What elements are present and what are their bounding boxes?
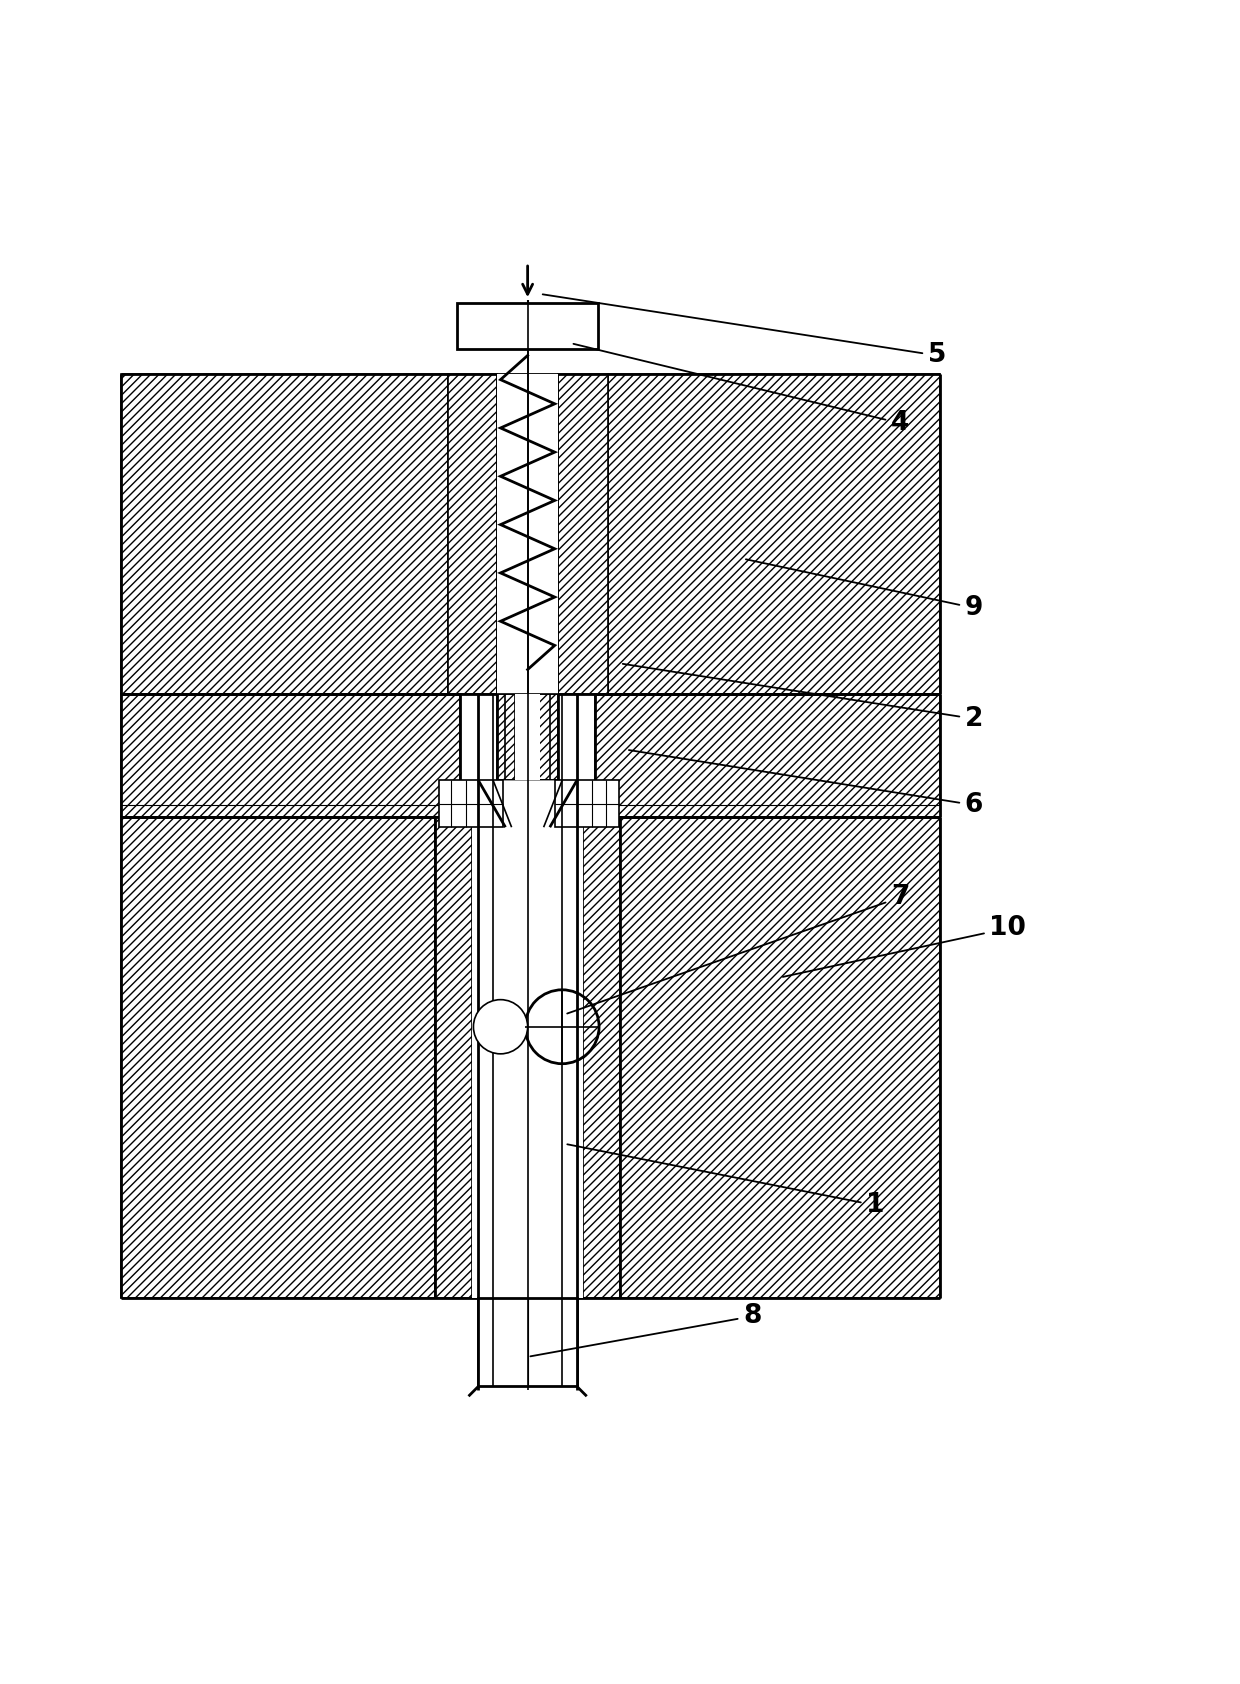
Bar [497, 694, 539, 780]
Text: 10: 10 [782, 914, 1027, 977]
Bar [554, 780, 619, 827]
Bar [472, 817, 583, 1298]
Text: 6: 6 [629, 749, 983, 818]
Bar [558, 374, 608, 694]
Bar [595, 694, 940, 817]
Bar [516, 694, 539, 780]
Bar [448, 374, 497, 694]
Bar [608, 374, 940, 694]
Bar [122, 374, 448, 694]
Bar [497, 374, 558, 694]
Text: 7: 7 [567, 884, 909, 1014]
Bar [620, 817, 940, 1298]
Bar [122, 694, 460, 817]
Bar [122, 805, 460, 817]
Bar [595, 805, 940, 817]
Text: 4: 4 [573, 344, 909, 436]
Text: 5: 5 [543, 295, 946, 369]
Text: 1: 1 [568, 1145, 885, 1218]
Bar [122, 817, 435, 1298]
Text: 9: 9 [746, 559, 983, 621]
Circle shape [474, 1000, 528, 1054]
Bar [435, 817, 472, 1298]
Bar [439, 780, 503, 827]
Text: 8: 8 [531, 1303, 761, 1356]
Bar [456, 303, 599, 349]
Bar [479, 1298, 577, 1386]
Text: 2: 2 [622, 663, 983, 733]
Polygon shape [479, 780, 577, 827]
Bar [583, 817, 620, 1298]
Bar [516, 694, 558, 780]
